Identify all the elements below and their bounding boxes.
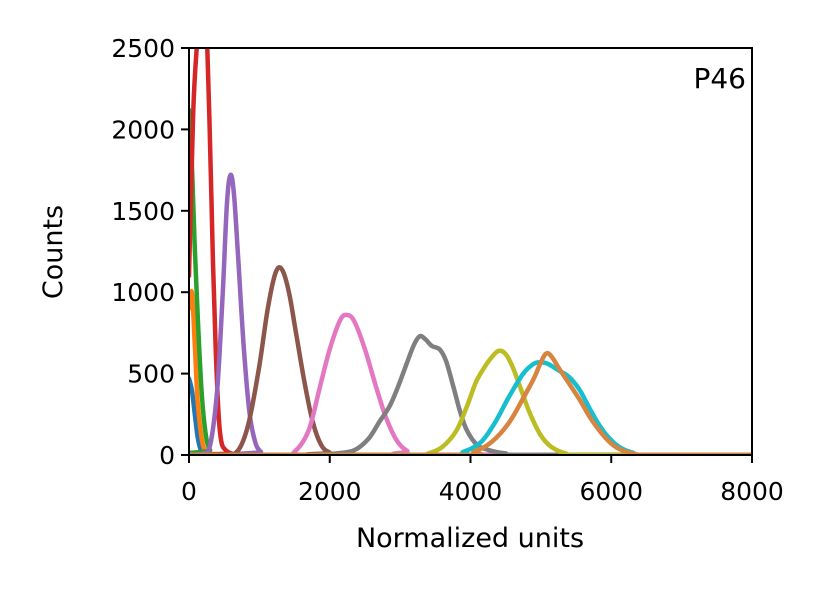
- y-tick-label: 2500: [111, 34, 175, 63]
- y-tick-label: 500: [127, 360, 175, 389]
- y-tick-label: 2000: [111, 115, 175, 144]
- series-line-4: [189, 48, 752, 455]
- series-line-2: [189, 288, 752, 455]
- x-tick-label: 0: [181, 477, 197, 506]
- series-line-10: [189, 359, 752, 455]
- y-tick-label: 1000: [111, 278, 175, 307]
- data-series-group: [189, 48, 752, 455]
- series-line-5: [189, 172, 752, 455]
- x-tick-label: 6000: [579, 477, 643, 506]
- panel-annotation: P46: [693, 62, 746, 95]
- y-axis: 0 500 1000 1500 2000 2500: [111, 34, 189, 470]
- series-line-9: [189, 348, 752, 455]
- series-line-6: [189, 265, 752, 455]
- x-tick-label: 2000: [298, 477, 362, 506]
- series-line-11: [189, 350, 752, 455]
- x-axis: 0 2000 4000 6000 8000: [181, 455, 784, 506]
- y-axis-label: Counts: [38, 205, 69, 299]
- x-tick-label: 4000: [439, 477, 503, 506]
- series-line-3: [189, 107, 752, 455]
- x-axis-label: Normalized units: [356, 523, 584, 554]
- y-tick-label: 1500: [111, 197, 175, 226]
- x-tick-label: 8000: [720, 477, 784, 506]
- y-tick-label: 0: [159, 441, 175, 470]
- series-line-8: [189, 333, 752, 455]
